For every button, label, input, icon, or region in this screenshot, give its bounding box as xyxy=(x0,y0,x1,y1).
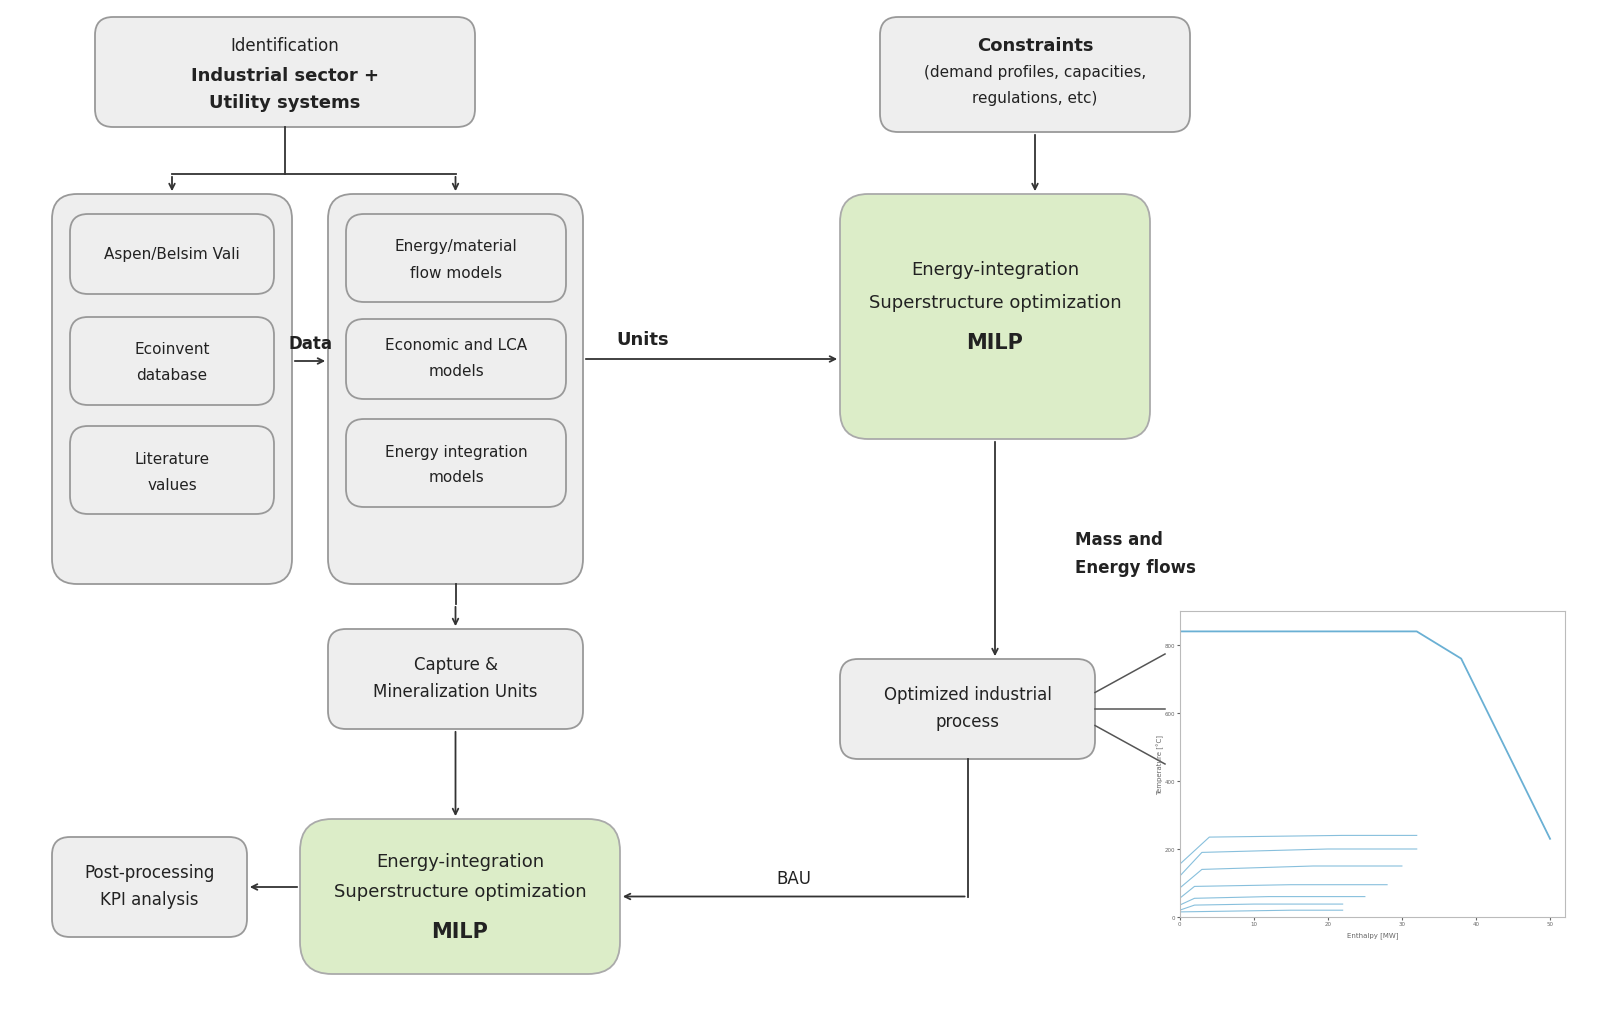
Text: regulations, etc): regulations, etc) xyxy=(973,91,1098,105)
Text: Identification: Identification xyxy=(231,37,339,55)
Text: Energy/material: Energy/material xyxy=(395,239,517,255)
FancyBboxPatch shape xyxy=(51,838,247,937)
Text: Literature: Literature xyxy=(135,451,210,466)
Text: values: values xyxy=(148,477,197,492)
FancyBboxPatch shape xyxy=(327,630,583,730)
Text: Aspen/Belsim Vali: Aspen/Belsim Vali xyxy=(104,248,239,262)
FancyBboxPatch shape xyxy=(347,420,567,507)
FancyBboxPatch shape xyxy=(71,215,274,294)
Text: Capture &: Capture & xyxy=(414,655,498,674)
Text: Optimized industrial: Optimized industrial xyxy=(884,686,1051,703)
FancyBboxPatch shape xyxy=(347,215,567,303)
Text: Energy flows: Energy flows xyxy=(1075,558,1196,577)
Text: BAU: BAU xyxy=(777,869,811,888)
Text: Mass and: Mass and xyxy=(1075,531,1164,548)
FancyBboxPatch shape xyxy=(51,195,292,585)
Text: Constraints: Constraints xyxy=(977,37,1093,55)
X-axis label: Enthalpy [MW]: Enthalpy [MW] xyxy=(1347,931,1398,938)
Text: Data: Data xyxy=(287,334,332,353)
Text: Mineralization Units: Mineralization Units xyxy=(374,683,538,700)
Text: Utility systems: Utility systems xyxy=(209,94,361,112)
Text: Ecoinvent: Ecoinvent xyxy=(135,342,210,357)
FancyBboxPatch shape xyxy=(839,659,1095,759)
FancyBboxPatch shape xyxy=(71,318,274,406)
FancyBboxPatch shape xyxy=(71,427,274,515)
Text: Superstructure optimization: Superstructure optimization xyxy=(868,293,1122,312)
Text: Economic and LCA: Economic and LCA xyxy=(385,338,526,354)
FancyBboxPatch shape xyxy=(347,320,567,399)
Text: flow models: flow models xyxy=(409,265,502,280)
Y-axis label: Temperature [°C]: Temperature [°C] xyxy=(1156,735,1164,794)
Text: MILP: MILP xyxy=(966,332,1024,353)
FancyBboxPatch shape xyxy=(300,819,620,974)
Text: Energy integration: Energy integration xyxy=(385,444,528,459)
Text: database: database xyxy=(136,368,207,383)
Text: models: models xyxy=(429,364,483,379)
Text: (demand profiles, capacities,: (demand profiles, capacities, xyxy=(924,65,1146,81)
Text: models: models xyxy=(429,470,483,485)
Text: KPI analysis: KPI analysis xyxy=(100,891,199,908)
FancyBboxPatch shape xyxy=(839,195,1151,439)
FancyBboxPatch shape xyxy=(95,18,475,127)
Text: Energy-integration: Energy-integration xyxy=(912,261,1079,279)
Text: Energy-integration: Energy-integration xyxy=(376,852,544,870)
FancyBboxPatch shape xyxy=(880,18,1189,132)
Text: Superstructure optimization: Superstructure optimization xyxy=(334,882,586,900)
Text: MILP: MILP xyxy=(432,921,488,942)
Text: Units: Units xyxy=(616,331,669,348)
Text: Industrial sector +: Industrial sector + xyxy=(191,67,379,85)
Text: process: process xyxy=(936,712,1000,731)
Text: Post-processing: Post-processing xyxy=(85,863,215,881)
FancyBboxPatch shape xyxy=(327,195,583,585)
